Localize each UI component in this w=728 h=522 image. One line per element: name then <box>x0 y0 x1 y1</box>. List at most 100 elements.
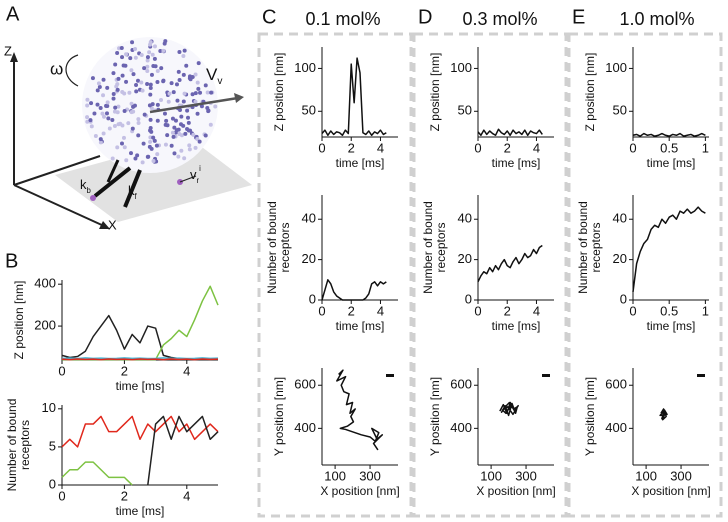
arrow-head <box>234 93 244 103</box>
receptor-dot <box>196 61 201 66</box>
receptor-dot <box>173 118 178 123</box>
receptor-dot <box>89 101 94 106</box>
receptor-dot <box>176 154 181 159</box>
receptor-dot <box>179 148 184 153</box>
receptor-dot <box>124 158 129 163</box>
x-tick-label: 300 <box>670 468 692 483</box>
receptor-dot <box>161 48 166 53</box>
symbol-sup: i <box>199 164 201 173</box>
y-tick-label: 100 <box>605 60 627 75</box>
y-tick-label: 0 <box>465 291 472 306</box>
receptor-dot <box>112 123 117 128</box>
x-tick-label: 4 <box>533 303 540 318</box>
x-tick-label: 2 <box>348 140 355 155</box>
receptor-dot <box>140 160 145 165</box>
y-tick-label: 100 <box>450 60 472 75</box>
receptor-dot <box>145 81 150 86</box>
receptor-dot <box>134 89 139 94</box>
receptor-dot <box>145 64 150 69</box>
receptor-dot <box>181 99 186 104</box>
receptor-dot <box>176 69 181 74</box>
receptor-dot <box>183 131 188 136</box>
receptor-dot <box>133 156 138 161</box>
receptor-dot <box>145 58 150 63</box>
receptor-dot <box>151 158 156 163</box>
x-tick-label: 0 <box>629 303 636 318</box>
y-tick-label: 40 <box>458 211 472 226</box>
receptor-dot <box>120 123 125 128</box>
receptor-dot <box>164 118 169 123</box>
receptor-dot <box>166 99 171 104</box>
receptor-dot <box>115 145 120 150</box>
receptor-dot <box>148 85 153 90</box>
x-tick-label: 0 <box>58 488 65 503</box>
receptor-dot <box>178 108 183 113</box>
receptor-dot <box>159 66 164 71</box>
receptor-dot <box>196 86 201 91</box>
receptor-dot <box>85 119 90 124</box>
x-axis-label: time [ms] <box>336 319 385 333</box>
receptor-dot <box>195 111 200 116</box>
symbol-sub: b <box>87 186 92 195</box>
receptor-dot <box>185 108 190 113</box>
x-tick-label: 4 <box>183 363 190 378</box>
receptor-dot <box>133 55 138 60</box>
receptor-dot <box>186 120 191 125</box>
receptor-dot <box>116 104 121 109</box>
receptor-dot <box>112 109 117 114</box>
x-tick-label: 1 <box>702 140 709 155</box>
receptor-dot <box>149 72 154 77</box>
x-tick-label: 2 <box>504 140 511 155</box>
receptor-dot <box>95 102 100 107</box>
receptor-velocity <box>179 175 197 183</box>
receptor-dot <box>181 123 186 128</box>
receptor-dot <box>213 104 218 109</box>
axis-label: Z <box>4 43 12 58</box>
symbol-label: vri <box>190 164 201 185</box>
scale-bar <box>386 374 394 377</box>
receptor-dot <box>105 100 110 105</box>
receptor-dot <box>119 45 124 50</box>
x-tick-label: 100 <box>635 468 657 483</box>
receptor-dot <box>155 102 160 107</box>
receptor-dot <box>140 88 145 93</box>
x-axis-label: X position [nm] <box>631 484 710 498</box>
x-tick-label: 4 <box>377 303 384 318</box>
receptor-dot <box>148 40 153 45</box>
y-axis-label: Y position [nm] <box>428 377 442 456</box>
receptor-dot <box>124 52 129 57</box>
receptor-dot <box>199 104 204 109</box>
y-axis-label: receptors <box>589 222 603 272</box>
receptor-dot <box>165 133 170 138</box>
receptor-dot <box>203 83 208 88</box>
x-axis-label: time [ms] <box>116 504 165 518</box>
symbol-base: k <box>80 177 87 192</box>
x-axis <box>13 184 105 227</box>
x-tick-label: 4 <box>377 140 384 155</box>
receptor-dot <box>90 76 95 81</box>
data-line <box>632 132 706 137</box>
receptor-dot <box>116 76 121 81</box>
receptor-dot <box>182 156 187 161</box>
receptor-dot <box>139 53 144 58</box>
receptor-dot <box>104 111 109 116</box>
y-tick-label: 20 <box>302 251 316 266</box>
column-title: 0.3 mol% <box>462 9 537 29</box>
receptor-dot <box>148 139 153 144</box>
x-tick-label: 0 <box>318 303 325 318</box>
y-tick-label: 50 <box>302 103 316 118</box>
receptor-dot <box>148 82 153 87</box>
receptor-dot <box>158 49 163 54</box>
panel-frame <box>567 32 723 518</box>
receptor-dot <box>104 103 109 108</box>
receptor-dot <box>141 141 146 146</box>
receptor-dot <box>142 112 147 117</box>
receptor-dot <box>187 147 192 152</box>
x-tick-label: 100 <box>480 468 502 483</box>
y-axis-label: Number of bound <box>5 399 19 492</box>
receptor-dot <box>111 91 116 96</box>
receptor-dot <box>97 84 102 89</box>
receptor-dot <box>116 122 121 127</box>
receptor-dot <box>92 111 97 116</box>
